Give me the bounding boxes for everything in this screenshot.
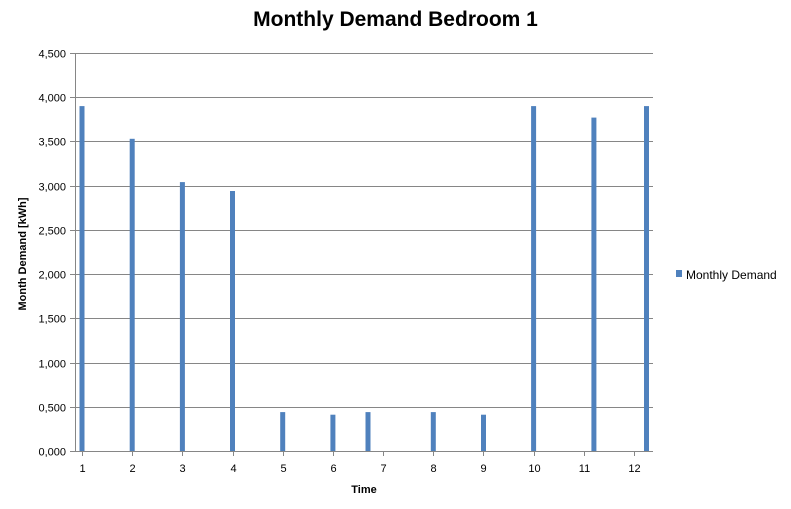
y-axis-title: Month Demand [kWh]: [17, 197, 29, 310]
bar: [644, 106, 649, 451]
y-tick-label: 1,000: [38, 359, 66, 371]
bar: [365, 412, 371, 451]
axes: 0,000 0,500 1,000 1,500 2,000 2,500 3,000 3,500…: [38, 49, 653, 475]
bar: [230, 191, 235, 451]
x-tick-label: 6: [330, 463, 336, 475]
x-tick-label: 7: [380, 463, 386, 475]
y-tick-label: 1,500: [38, 314, 66, 326]
y-tick-label: 4,500: [38, 49, 66, 61]
bar: [280, 412, 286, 451]
y-tick-label: 4,000: [38, 93, 66, 105]
y-tick-label: 0,000: [38, 447, 66, 459]
bar: [179, 182, 185, 451]
y-tick-label: 3,500: [38, 137, 66, 149]
grid-lines: [75, 53, 653, 408]
x-tick-label: 12: [628, 463, 640, 475]
x-axis-title: Time: [351, 484, 376, 496]
legend: Monthly Demand: [676, 268, 777, 282]
y-tick-label: 2,000: [38, 270, 66, 282]
y-tick-label: 3,000: [38, 182, 66, 194]
legend-label: Monthly Demand: [686, 268, 777, 282]
x-tick-label: 3: [179, 463, 185, 475]
bar: [79, 106, 85, 451]
x-tick-label: 4: [230, 463, 236, 475]
x-tick-label: 5: [280, 463, 286, 475]
y-tick-label: 0,500: [38, 403, 66, 415]
bar: [531, 106, 537, 451]
x-tick-label: 2: [129, 463, 135, 475]
legend-swatch: [676, 270, 682, 277]
x-tick-label: 9: [480, 463, 486, 475]
chart-title: Monthly Demand Bedroom 1: [253, 8, 538, 31]
x-tick-label: 8: [430, 463, 436, 475]
bar: [591, 117, 597, 451]
y-tick-label: 2,500: [38, 226, 66, 238]
x-tick-label: 1: [79, 463, 85, 475]
bar: [330, 414, 336, 451]
x-tick-label: 10: [528, 463, 540, 475]
bar: [129, 138, 135, 452]
x-tick-label: 11: [579, 463, 590, 475]
bar: [481, 414, 486, 451]
bars: [79, 106, 649, 452]
bar: [430, 412, 436, 451]
